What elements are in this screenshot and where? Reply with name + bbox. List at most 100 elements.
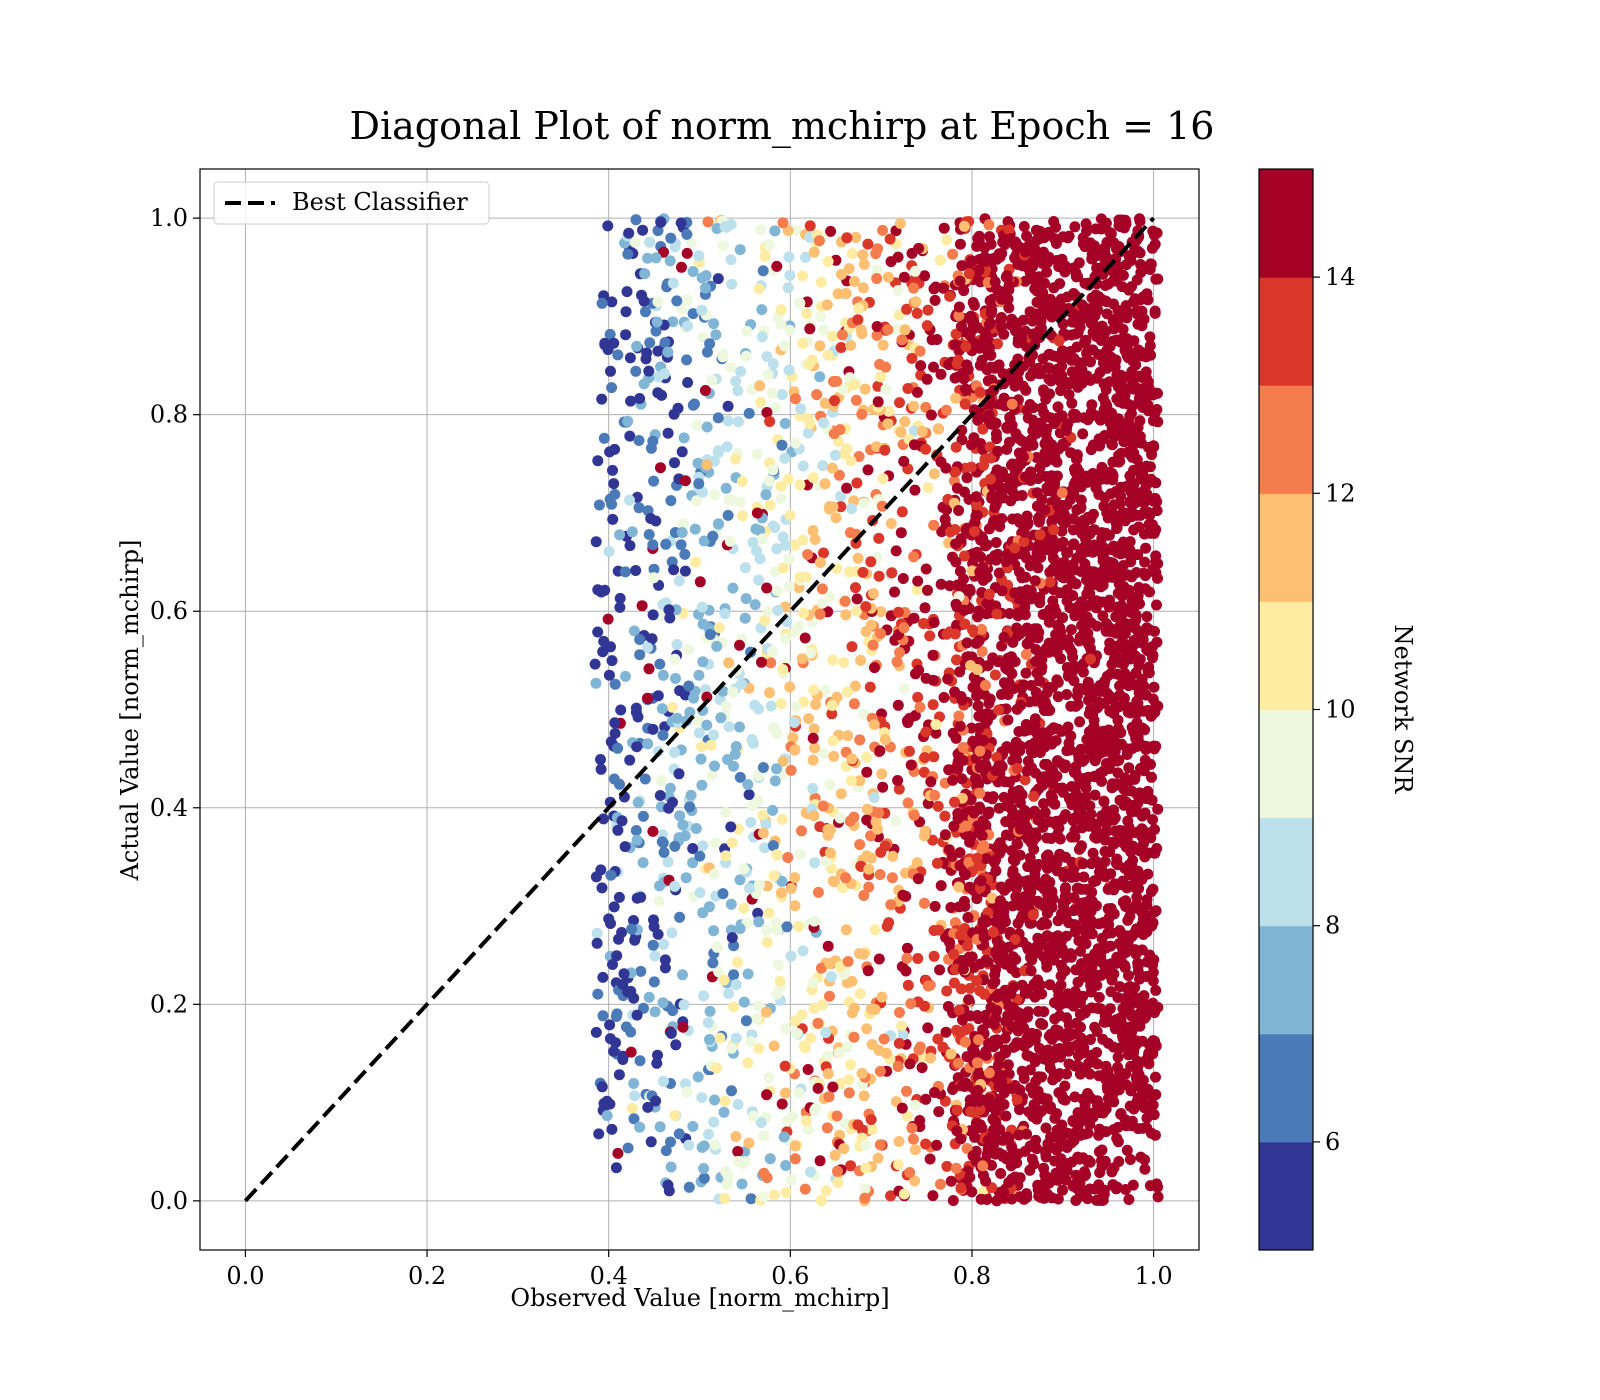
scatter-point: [1148, 229, 1160, 241]
scatter-point: [896, 1102, 908, 1114]
scatter-point: [1148, 527, 1160, 539]
scatter-point: [970, 773, 981, 785]
scatter-point: [877, 224, 889, 236]
scatter-point: [1074, 321, 1086, 333]
scatter-point: [991, 253, 1003, 265]
scatter-point: [859, 383, 871, 395]
scatter-point: [1057, 1137, 1069, 1149]
scatter-point: [894, 218, 906, 229]
scatter-point: [1089, 789, 1101, 801]
scatter-point: [1059, 1044, 1071, 1056]
scatter-point: [1049, 1112, 1061, 1124]
scatter-point: [811, 389, 823, 401]
scatter-point: [645, 442, 657, 454]
scatter-point: [659, 962, 671, 974]
scatter-point: [967, 297, 979, 308]
scatter-point: [1135, 437, 1147, 449]
scatter-point: [808, 723, 820, 735]
scatter-point: [674, 810, 686, 822]
scatter-point: [925, 776, 937, 788]
scatter-point: [743, 1137, 755, 1149]
scatter-point: [1132, 966, 1144, 978]
scatter-point: [918, 897, 930, 909]
scatter-point: [1035, 1017, 1047, 1029]
scatter-point: [786, 1111, 798, 1123]
scatter-point: [883, 405, 895, 417]
scatter-point: [909, 484, 921, 496]
scatter-point: [695, 753, 707, 765]
scatter-point: [959, 1036, 971, 1048]
scatter-point: [824, 958, 836, 970]
scatter-point: [777, 562, 789, 574]
scatter-point: [726, 932, 738, 944]
scatter-point: [1080, 1114, 1092, 1126]
scatter-point: [893, 783, 905, 795]
scatter-point: [858, 709, 870, 720]
scatter-point: [643, 529, 655, 540]
scatter-point: [1074, 716, 1086, 728]
scatter-point: [920, 401, 932, 413]
scatter-point: [805, 1032, 817, 1044]
scatter-point: [696, 779, 708, 791]
scatter-point: [651, 316, 663, 328]
scatter-point: [1146, 449, 1158, 461]
scatter-point: [1055, 758, 1067, 769]
scatter-point: [836, 329, 848, 341]
scatter-point: [1128, 634, 1140, 646]
scatter-point: [777, 217, 789, 229]
scatter-point: [624, 494, 635, 506]
scatter-point: [783, 364, 795, 376]
scatter-point: [1049, 416, 1061, 428]
scatter-point: [843, 263, 855, 275]
scatter-point: [1127, 1048, 1139, 1060]
scatter-point: [1072, 381, 1084, 393]
scatter-point: [647, 609, 659, 621]
scatter-point: [643, 991, 655, 1003]
scatter-point: [922, 304, 934, 316]
scatter-point: [1135, 259, 1147, 270]
scatter-point: [904, 1167, 916, 1178]
scatter-point: [648, 976, 660, 988]
scatter-point: [954, 666, 966, 678]
scatter-point: [1079, 277, 1091, 289]
scatter-point: [906, 1122, 918, 1134]
scatter-point: [1022, 1037, 1034, 1049]
scatter-point: [636, 600, 648, 612]
scatter-point: [734, 721, 745, 733]
scatter-point: [1069, 466, 1081, 478]
scatter-point: [1090, 602, 1102, 614]
scatter-point: [965, 794, 977, 806]
scatter-point: [628, 625, 640, 637]
scatter-point: [1017, 380, 1029, 392]
scatter-point: [831, 375, 843, 387]
scatter-point: [591, 927, 603, 939]
scatter-point: [989, 669, 1001, 681]
scatter-point: [999, 1032, 1011, 1044]
scatter-point: [1085, 980, 1097, 992]
scatter-point: [1003, 224, 1015, 236]
scatter-point: [1087, 469, 1099, 481]
scatter-point: [647, 539, 659, 551]
scatter-point: [891, 656, 903, 668]
scatter-point: [1043, 761, 1055, 773]
scatter-point: [801, 308, 813, 319]
scatter-point: [621, 286, 633, 298]
scatter-point: [1032, 814, 1044, 826]
scatter-point: [597, 1010, 609, 1022]
scatter-point: [789, 872, 801, 884]
scatter-point: [977, 916, 989, 928]
scatter-point: [1018, 221, 1030, 232]
scatter-point: [896, 334, 908, 346]
scatter-point: [816, 583, 828, 595]
scatter-point: [1140, 460, 1152, 472]
scatter-point: [595, 754, 606, 765]
scatter-point: [1108, 298, 1119, 310]
scatter-point: [922, 1022, 934, 1034]
scatter-point: [1101, 402, 1113, 414]
scatter-point: [666, 701, 678, 713]
scatter-point: [971, 682, 983, 694]
scatter-point: [818, 324, 830, 336]
scatter-point: [739, 562, 751, 574]
scatter-point: [1072, 698, 1084, 710]
scatter-point: [1086, 541, 1098, 552]
